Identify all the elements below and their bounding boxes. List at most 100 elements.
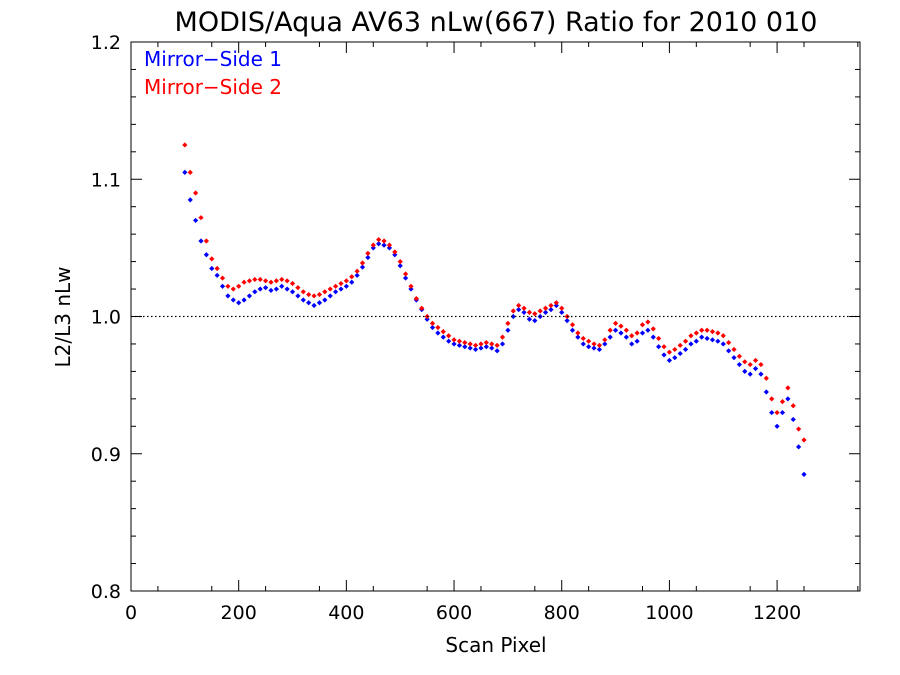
data-point-mirror-side-1 <box>569 327 576 333</box>
data-point-mirror-side-2 <box>370 242 376 248</box>
data-point-mirror-side-1 <box>559 309 565 315</box>
data-point-mirror-side-2 <box>602 337 608 343</box>
data-point-mirror-side-2 <box>596 342 603 348</box>
data-point-mirror-side-1 <box>607 334 613 340</box>
x-tick-label: 600 <box>436 602 472 624</box>
data-point-mirror-side-1 <box>193 217 199 224</box>
data-point-mirror-side-2 <box>456 338 463 344</box>
data-point-mirror-side-2 <box>198 215 204 221</box>
data-point-mirror-side-1 <box>246 293 253 299</box>
data-point-mirror-side-1 <box>219 283 226 289</box>
data-point-mirror-side-1 <box>672 355 678 361</box>
data-point-mirror-side-2 <box>316 291 323 298</box>
data-point-mirror-side-2 <box>618 323 624 329</box>
data-point-mirror-side-1 <box>402 275 409 281</box>
data-point-mirror-side-1 <box>349 279 355 285</box>
data-point-mirror-side-2 <box>553 300 559 306</box>
data-point-mirror-side-1 <box>521 309 527 315</box>
data-point-mirror-side-2 <box>435 324 441 331</box>
data-point-mirror-side-1 <box>478 345 484 351</box>
data-point-mirror-side-1 <box>268 287 274 294</box>
data-point-mirror-side-2 <box>225 283 231 289</box>
data-point-mirror-side-2 <box>569 322 576 328</box>
data-point-mirror-side-2 <box>494 342 500 348</box>
data-point-mirror-side-2 <box>709 328 716 335</box>
data-point-mirror-side-2 <box>209 256 215 262</box>
data-point-mirror-side-2 <box>796 426 802 432</box>
x-tick-labels: 0 200 400 600 800 1000 1200 <box>125 602 801 624</box>
data-point-mirror-side-1 <box>214 272 220 278</box>
data-point-mirror-side-1 <box>553 302 559 309</box>
data-point-mirror-side-2 <box>758 361 764 368</box>
data-point-mirror-side-1 <box>769 409 775 416</box>
data-point-mirror-side-2 <box>236 283 242 289</box>
data-point-mirror-side-2 <box>327 286 333 292</box>
data-point-mirror-side-1 <box>785 396 791 402</box>
data-point-mirror-side-2 <box>462 339 468 346</box>
data-point-mirror-side-2 <box>510 308 516 314</box>
data-point-mirror-side-2 <box>580 335 586 342</box>
data-point-mirror-side-2 <box>257 276 263 283</box>
y-tick-label: 1.2 <box>91 32 121 54</box>
x-tick-label: 200 <box>221 602 257 624</box>
data-point-mirror-side-2 <box>268 279 274 285</box>
data-point-mirror-side-2 <box>656 335 662 342</box>
data-point-mirror-side-2 <box>677 342 683 348</box>
data-point-mirror-side-1 <box>456 342 463 348</box>
data-point-mirror-side-1 <box>661 352 667 358</box>
data-point-mirror-side-2 <box>704 327 710 333</box>
data-point-mirror-side-1 <box>225 293 231 299</box>
data-point-mirror-side-2 <box>219 275 226 281</box>
axis-ticks <box>130 41 860 592</box>
data-point-mirror-side-2 <box>537 308 543 314</box>
data-point-mirror-side-1 <box>801 471 807 477</box>
data-point-mirror-side-1 <box>483 344 489 350</box>
data-point-mirror-side-1 <box>446 338 452 344</box>
data-point-mirror-side-1 <box>704 335 710 342</box>
data-point-mirror-side-1 <box>516 307 522 313</box>
data-point-mirror-side-1 <box>451 341 457 347</box>
data-point-mirror-side-1 <box>731 355 737 361</box>
data-point-mirror-side-2 <box>645 319 651 325</box>
data-point-mirror-side-2 <box>731 346 737 353</box>
y-tick-label: 1.0 <box>91 307 121 329</box>
data-point-mirror-side-1 <box>774 423 780 429</box>
data-point-mirror-side-1 <box>752 366 759 372</box>
chart-title: MODIS/Aqua AV63 nLw(667) Ratio for 2010 … <box>175 7 818 38</box>
x-tick-label: 1200 <box>753 602 801 624</box>
data-point-mirror-side-1 <box>591 345 597 351</box>
data-point-mirror-side-2 <box>300 289 306 295</box>
data-point-mirror-side-1 <box>510 313 516 320</box>
data-point-mirror-side-2 <box>639 322 646 328</box>
data-point-mirror-side-1 <box>354 272 360 278</box>
legend-entry-mirror-side-2: Mirror−Side 2 <box>144 75 282 99</box>
data-point-mirror-side-1 <box>462 344 468 350</box>
data-point-mirror-side-2 <box>392 249 398 255</box>
data-point-mirror-side-1 <box>198 238 204 244</box>
x-axis-title: Scan Pixel <box>445 633 546 657</box>
x-tick-label: 0 <box>125 602 137 624</box>
data-point-mirror-side-1 <box>300 297 306 303</box>
data-point-mirror-side-1 <box>666 357 673 364</box>
data-point-mirror-side-2 <box>381 238 387 244</box>
data-point-mirror-side-2 <box>785 385 791 391</box>
data-point-mirror-side-2 <box>693 330 699 336</box>
data-point-mirror-side-1 <box>499 341 506 347</box>
data-point-mirror-side-1 <box>656 344 662 350</box>
data-point-mirror-side-2 <box>338 280 344 287</box>
data-point-mirror-side-1 <box>639 330 646 336</box>
data-point-mirror-side-2 <box>440 328 446 335</box>
data-point-mirror-side-2 <box>752 357 759 364</box>
data-point-mirror-side-2 <box>516 302 522 309</box>
data-point-mirror-side-1 <box>489 345 495 351</box>
data-point-mirror-side-2 <box>413 296 419 302</box>
data-point-mirror-side-2 <box>575 330 581 336</box>
data-point-mirror-side-1 <box>548 307 554 313</box>
data-point-mirror-side-2 <box>801 437 807 443</box>
data-point-mirror-side-1 <box>429 324 436 331</box>
data-point-mirror-side-2 <box>505 320 511 326</box>
data-point-mirror-side-2 <box>634 330 640 336</box>
data-point-mirror-side-1 <box>284 286 290 292</box>
data-point-mirror-side-1 <box>397 263 403 269</box>
